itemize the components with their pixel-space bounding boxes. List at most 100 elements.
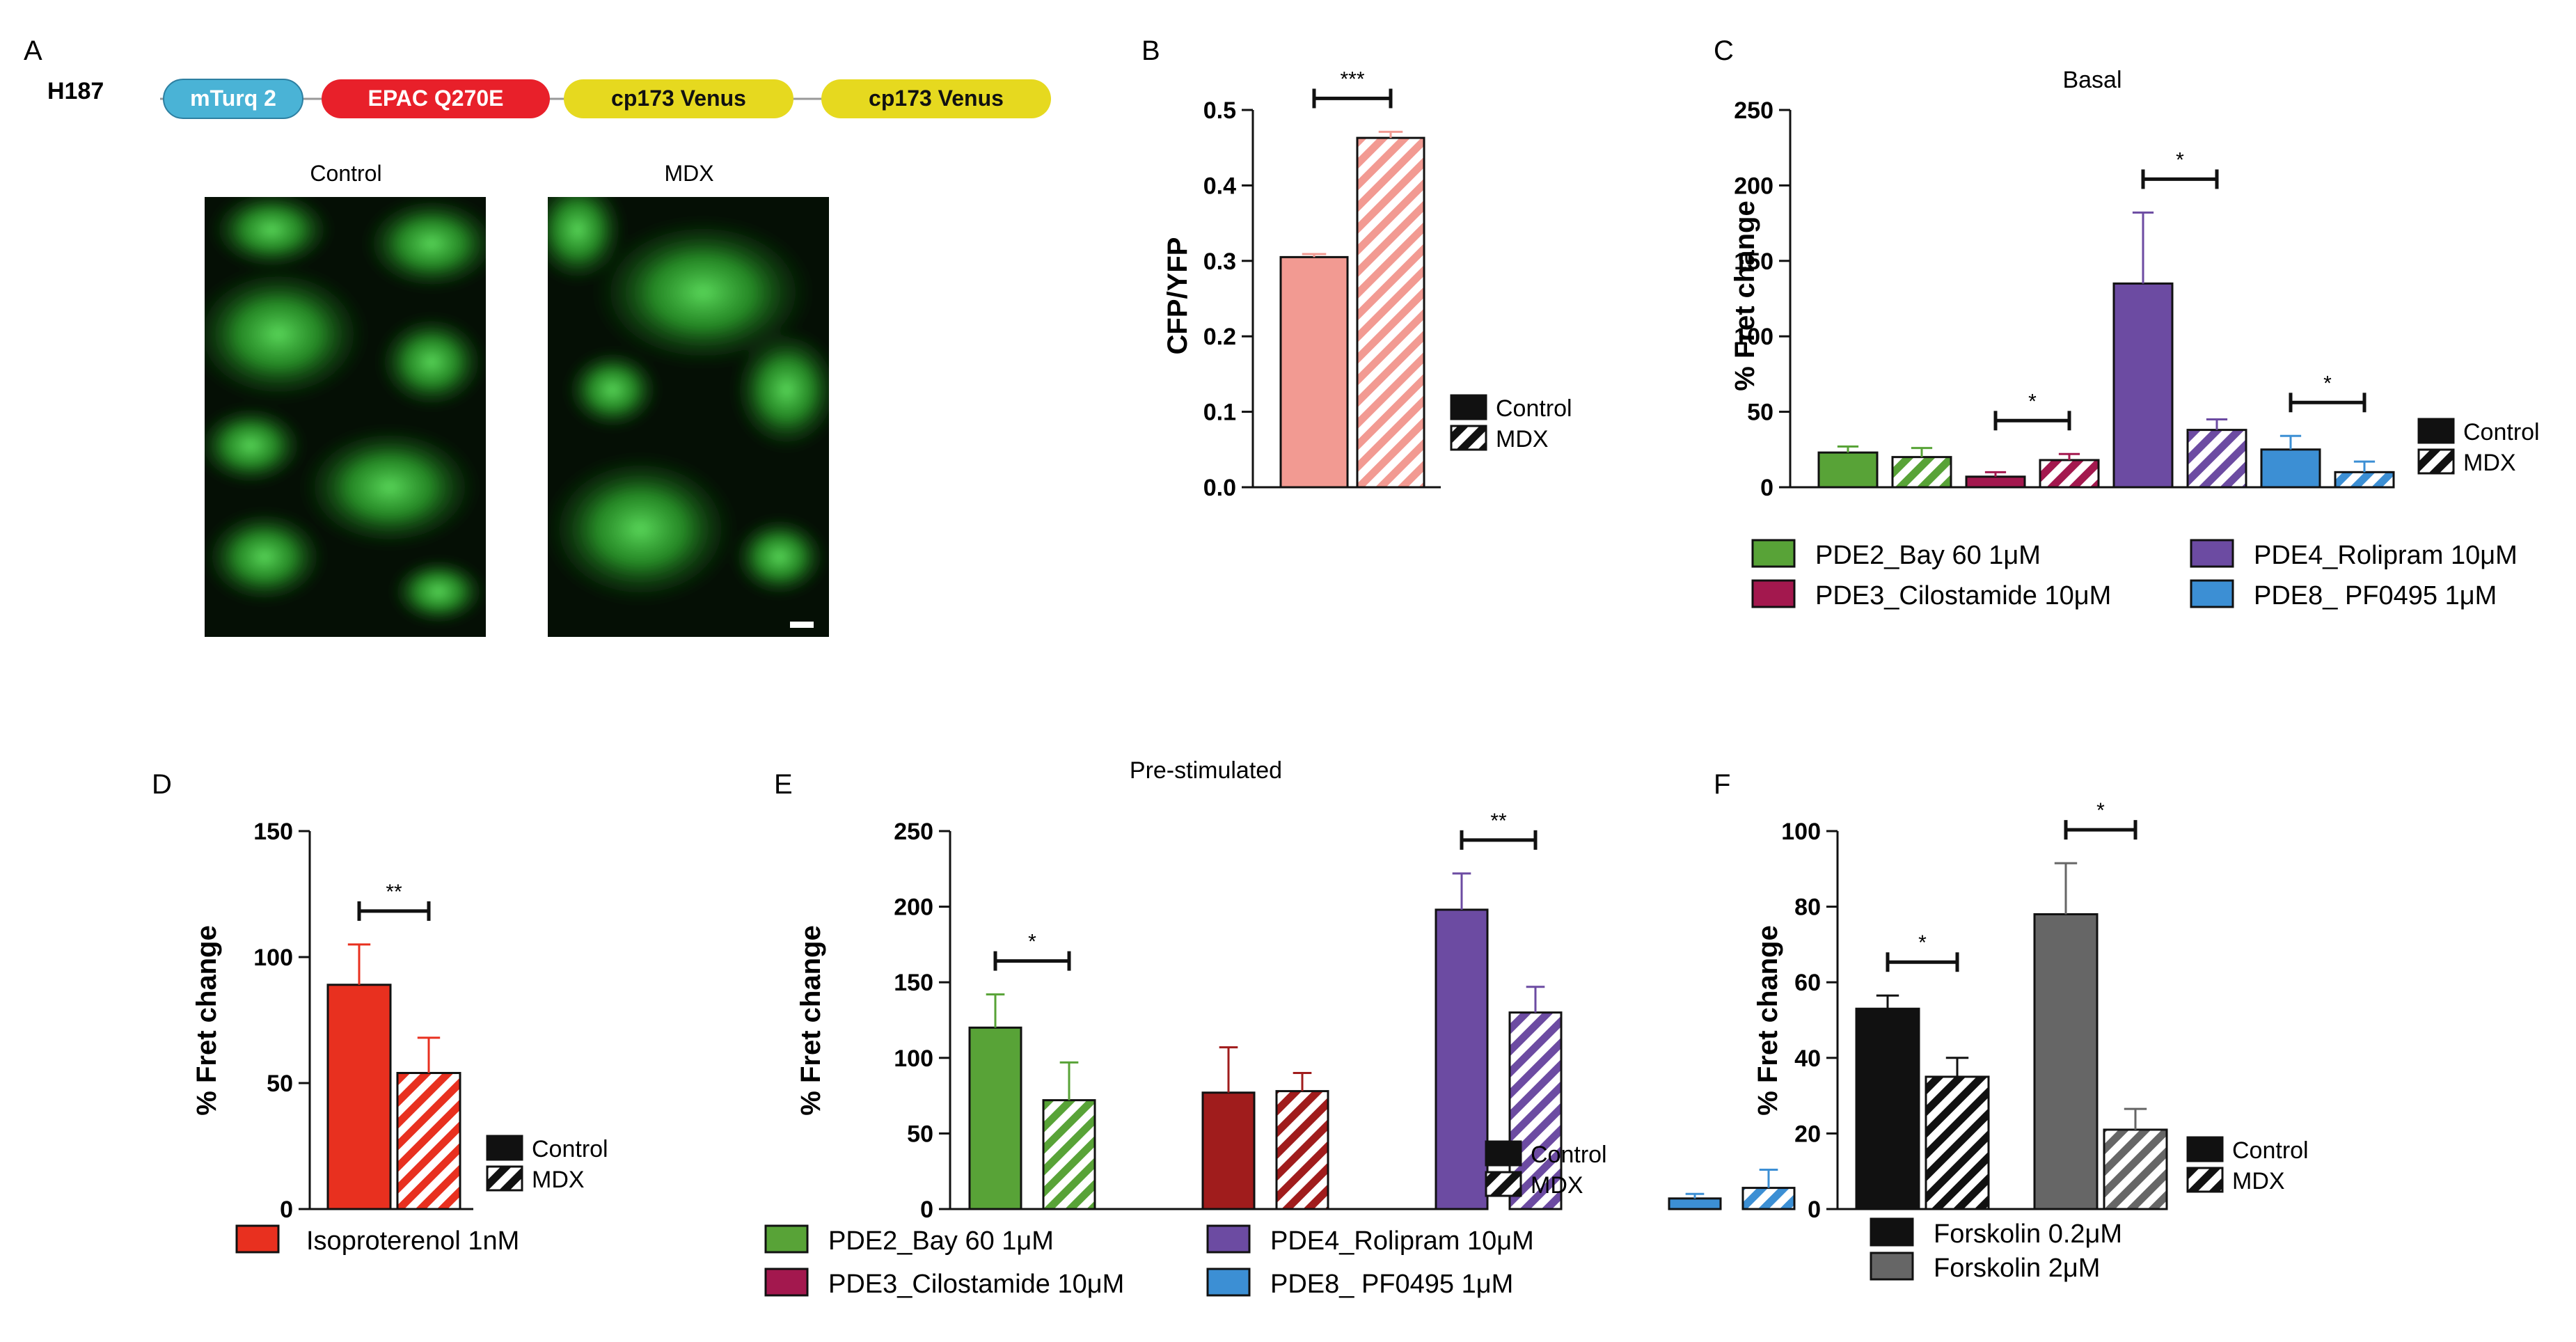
legend-swatch-control [1485,1140,1522,1167]
legend-label-mdx: MDX [2463,450,2516,476]
y-tick-label: 0 [280,1197,293,1223]
legend-label-control: Control [1531,1142,1607,1168]
legend-label-treatment: PDE8_ PF0495 1μM [1270,1270,1513,1299]
panel-letter-c: C [1714,35,1734,66]
legend-swatch-treatment [2190,579,2234,608]
chart-d: D 0 50 100 150 % Fret change ** Control MDX Isopr… [152,769,608,1256]
legend-label-control: Control [2232,1137,2309,1164]
legend-label-mdx: MDX [532,1167,585,1193]
y-tick-label: 50 [267,1071,293,1097]
domain-epac-shape [322,79,550,118]
y-tick-label: 20 [1794,1121,1821,1147]
y-tick-label: 100 [253,945,293,971]
construct-domain-venus-2: cp173 Venus [821,79,1051,118]
bar-g3-control [2260,448,2321,489]
domain-mturq-label: mTurq 2 [190,86,276,111]
y-tick-label: 40 [1794,1045,1821,1072]
y-tick-label: 0.1 [1203,400,1236,426]
bar-g2-control [2112,282,2174,489]
legend-swatch-mdx [2417,448,2455,475]
legend-label-treatment: Forskolin 2μM [1934,1254,2100,1283]
panel-letter-a: A [24,35,42,66]
legend-swatch-treatment [764,1268,809,1297]
domain-venus-1-shape [564,79,793,118]
legend-label-mdx: MDX [1531,1172,1583,1199]
chart-e: E Pre-stimulated 0 50 100 150 200 250 % Fret cha… [764,757,1796,1299]
legend-swatch-treatment [1870,1217,1914,1247]
bar-g1-mdx [1275,1090,1329,1210]
bar-1 [396,1072,461,1210]
y-tick-label: 150 [894,970,933,996]
bar-g2-control [1435,908,1489,1210]
bar-g3-control [1668,1197,1722,1210]
legend-label-treatment: PDE8_ PF0495 1μM [2254,581,2497,610]
y-tick-label: 150 [253,819,293,845]
legend-label-treatment: PDE4_Rolipram 10μM [1270,1226,1534,1256]
bar-g2-mdx [2186,429,2247,489]
chart-title: Pre-stimulated [1130,757,1282,784]
legend-swatch-treatment [1206,1268,1251,1297]
construct-domain-epac: EPAC Q270E [322,79,550,118]
panel-a: A H187 mTurq 2 EPAC Q270E cp173 Venus cp… [24,35,1051,637]
y-tick-label: 0.0 [1203,475,1236,501]
legend-swatch-treatment [235,1224,280,1254]
significance-label-group-0: * [1028,931,1036,954]
y-tick-label: 0.5 [1203,97,1236,124]
legend-label-mdx: MDX [1496,426,1549,452]
legend-swatch-mdx [2186,1167,2224,1193]
legend-swatch-treatment [1751,539,1796,568]
micrograph-mdx [548,197,829,637]
bar-g1-control [2033,913,2099,1210]
y-tick-label: 0.3 [1203,248,1236,275]
legend-label-control: Control [532,1136,608,1162]
bar-g3-mdx [2334,471,2395,489]
y-tick-label: 100 [1734,324,1773,350]
bar-g0-mdx [1925,1075,1990,1210]
legend-swatch-mdx [1450,425,1487,451]
domain-venus-2-shape [821,79,1051,118]
y-tick-label: 60 [1794,970,1821,996]
panel-letter-d: D [152,769,172,800]
micrograph-control [205,197,486,637]
y-axis-label: % Fret change [1753,925,1783,1115]
significance-label-group-1: * [2096,799,2105,822]
legend-label-treatment: PDE4_Rolipram 10μM [2254,541,2518,570]
y-axis-label: % Fret change [796,925,826,1115]
y-tick-label: 50 [907,1121,933,1147]
y-tick-label: 0.2 [1203,324,1236,350]
significance-label-pair: ** [386,881,402,903]
y-tick-label: 200 [1734,173,1773,199]
legend-swatch-control [2186,1136,2224,1162]
significance-label-group-2: * [2176,148,2184,171]
chart-f: F 0 20 40 60 80 100 % Fret change * * Control MDX Fo… [1714,769,2309,1283]
y-axis-label: CFP/YFP [1162,237,1193,355]
legend-swatch-treatment [1870,1252,1914,1281]
legend-swatch-treatment [1751,579,1796,608]
y-axis-label: % Fret change [1730,200,1760,390]
y-tick-label: 0.4 [1203,173,1236,199]
image-label-control: Control [310,161,381,186]
legend-swatch-treatment [764,1224,809,1254]
legend-label-treatment: PDE2_Bay 60 1μM [828,1226,1054,1256]
significance-label-pair: *** [1340,68,1364,90]
legend-label-treatment: PDE3_Cilostamide 10μM [1815,581,2111,610]
chart-b: B 0.0 0.1 0.2 0.3 0.4 0.5 CFP/YFP *** Control MDX [1141,35,1572,501]
bar-g0-control [1817,451,1879,489]
panel-letter-f: F [1714,769,1730,800]
bar-g3-mdx [1741,1187,1796,1210]
bar-g0-mdx [1042,1099,1096,1210]
legend-swatch-control [486,1135,523,1161]
legend-label-control: Control [2463,419,2540,445]
construct-domain-mturq: mTurq 2 [163,79,303,119]
y-axis-label: % Fret change [191,925,222,1115]
significance-label-group-1: * [2028,390,2037,413]
significance-label-group-0: * [1918,931,1927,954]
bar-g1-control [1965,475,2026,489]
y-tick-label: 250 [894,819,933,845]
legend-swatch-treatment [2190,539,2234,568]
y-tick-label: 100 [1781,819,1821,845]
construct-name: H187 [47,78,104,104]
panel-letter-b: B [1141,35,1160,66]
bar-g1-mdx [2103,1128,2168,1210]
